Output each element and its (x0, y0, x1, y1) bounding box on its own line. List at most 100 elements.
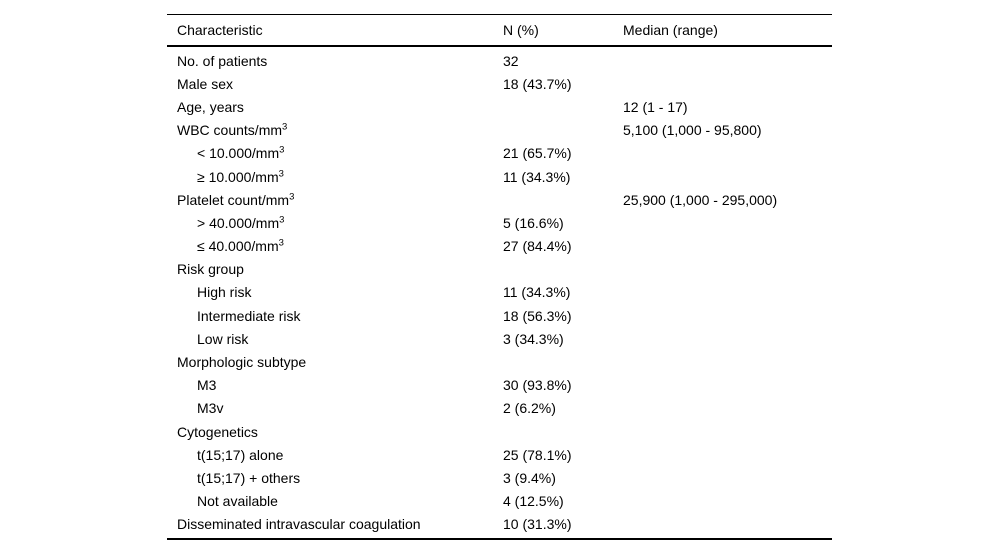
median-range-cell (623, 513, 832, 539)
table-header-row: Characteristic N (%) Median (range) (167, 15, 832, 46)
table-row: M3 30 (93.8%) (167, 374, 832, 397)
table-row: Morphologic subtype (167, 350, 832, 373)
n-percent-cell (503, 350, 623, 373)
n-percent-cell (503, 188, 623, 211)
n-percent-cell: 3 (34.3%) (503, 330, 564, 347)
characteristic-cell: Cytogenetics (167, 420, 503, 443)
median-range-cell (623, 46, 832, 72)
characteristic-label: Disseminated intravascular coagulation (177, 516, 421, 533)
characteristics-table: Characteristic N (%) Median (range) No. … (167, 14, 832, 540)
characteristic-label: Risk group (177, 261, 244, 278)
median-range-cell (623, 235, 832, 258)
characteristic-label: No. of patients (177, 52, 268, 69)
n-percent-cell (503, 95, 623, 118)
characteristic-label: > 40.000/mm (197, 214, 280, 231)
median-range-cell (623, 165, 832, 188)
table-body: No. of patients 32 Male sex 18 (43.7%) A… (167, 46, 832, 539)
characteristic-superscript: 3 (278, 167, 284, 179)
table-row: ≤ 40.000/mm3 27 (84.4%) (167, 235, 832, 258)
column-header-median-range: Median (range) (623, 22, 718, 38)
characteristic-label: ≤ 40.000/mm (197, 238, 279, 255)
median-range-cell (623, 211, 832, 234)
median-range-cell (623, 142, 832, 165)
n-percent-cell: 27 (84.4%) (503, 238, 572, 255)
characteristic-label: Platelet count/mm (177, 191, 290, 208)
n-percent-cell: 21 (65.7%) (503, 145, 572, 162)
characteristic-label: Morphologic subtype (177, 354, 307, 371)
n-percent-cell (503, 119, 623, 142)
table-row: t(15;17) alone 25 (78.1%) (167, 443, 832, 466)
characteristic-label: Age, years (177, 98, 244, 115)
median-range-cell (623, 397, 832, 420)
table-row: Risk group (167, 258, 832, 281)
table-row: > 40.000/mm3 5 (16.6%) (167, 211, 832, 234)
median-range-cell (623, 327, 832, 350)
characteristic-superscript: 3 (278, 237, 284, 249)
table-row: Platelet count/mm3 25,900 (1,000 - 295,0… (167, 188, 832, 211)
characteristic-superscript: 3 (279, 144, 285, 156)
median-range-cell (623, 420, 832, 443)
n-percent-cell: 18 (43.7%) (503, 75, 572, 92)
median-range-cell (623, 72, 832, 95)
table-row: Intermediate risk 18 (56.3%) (167, 304, 832, 327)
table-row: Cytogenetics (167, 420, 832, 443)
characteristic-label: Cytogenetics (177, 423, 258, 440)
n-percent-cell: 11 (34.3%) (503, 168, 571, 185)
characteristic-cell: t(15;17) alone (167, 443, 503, 466)
characteristic-label: ≥ 10.000/mm (197, 168, 279, 185)
characteristic-cell: WBC counts/mm3 (167, 119, 503, 142)
table-row: M3v 2 (6.2%) (167, 397, 832, 420)
characteristic-label: < 10.000/mm (197, 145, 280, 162)
characteristics-table-container: Characteristic N (%) Median (range) No. … (167, 14, 832, 540)
n-percent-cell: 32 (503, 52, 519, 69)
characteristic-cell: ≥ 10.000/mm3 (167, 165, 503, 188)
n-percent-cell: 3 (9.4%) (503, 469, 556, 486)
table-row: Male sex 18 (43.7%) (167, 72, 832, 95)
characteristic-cell: M3v (167, 397, 503, 420)
median-range-cell: 5,100 (1,000 - 95,800) (623, 122, 762, 139)
characteristic-label: M3 (197, 377, 217, 394)
median-range-cell: 25,900 (1,000 - 295,000) (623, 191, 778, 208)
characteristic-superscript: 3 (279, 214, 285, 226)
column-header-n-percent: N (%) (503, 22, 539, 38)
n-percent-cell (503, 258, 623, 281)
table-row: Disseminated intravascular coagulation 1… (167, 513, 832, 539)
characteristic-label: Low risk (197, 330, 249, 347)
table-row: Not available 4 (12.5%) (167, 490, 832, 513)
characteristic-cell: Morphologic subtype (167, 350, 503, 373)
characteristic-cell: Platelet count/mm3 (167, 188, 503, 211)
table-row: < 10.000/mm3 21 (65.7%) (167, 142, 832, 165)
characteristic-cell: Disseminated intravascular coagulation (167, 513, 503, 539)
median-range-cell (623, 350, 832, 373)
characteristic-cell: t(15;17) + others (167, 466, 503, 489)
table-row: WBC counts/mm3 5,100 (1,000 - 95,800) (167, 119, 832, 142)
n-percent-cell: 25 (78.1%) (503, 446, 572, 463)
table-row: Low risk 3 (34.3%) (167, 327, 832, 350)
characteristic-cell: > 40.000/mm3 (167, 211, 503, 234)
characteristic-cell: Male sex (167, 72, 503, 95)
characteristic-cell: Low risk (167, 327, 503, 350)
characteristic-cell: Risk group (167, 258, 503, 281)
characteristic-superscript: 3 (289, 191, 295, 203)
characteristic-label: M3v (197, 400, 224, 417)
characteristic-cell: Intermediate risk (167, 304, 503, 327)
characteristic-label: t(15;17) + others (197, 469, 301, 486)
table-row: ≥ 10.000/mm3 11 (34.3%) (167, 165, 832, 188)
characteristic-label: High risk (197, 284, 252, 301)
characteristic-cell: M3 (167, 374, 503, 397)
characteristic-cell: No. of patients (167, 46, 503, 72)
n-percent-cell: 11 (34.3%) (503, 284, 571, 301)
n-percent-cell: 30 (93.8%) (503, 377, 572, 394)
median-range-cell (623, 443, 832, 466)
table-row: High risk 11 (34.3%) (167, 281, 832, 304)
median-range-cell (623, 304, 832, 327)
n-percent-cell (503, 420, 623, 443)
characteristic-cell: High risk (167, 281, 503, 304)
median-range-cell: 12 (1 - 17) (623, 98, 688, 115)
characteristic-superscript: 3 (282, 121, 288, 133)
characteristic-cell: < 10.000/mm3 (167, 142, 503, 165)
table-row: No. of patients 32 (167, 46, 832, 72)
characteristic-cell: ≤ 40.000/mm3 (167, 235, 503, 258)
characteristic-label: WBC counts/mm (177, 122, 283, 139)
